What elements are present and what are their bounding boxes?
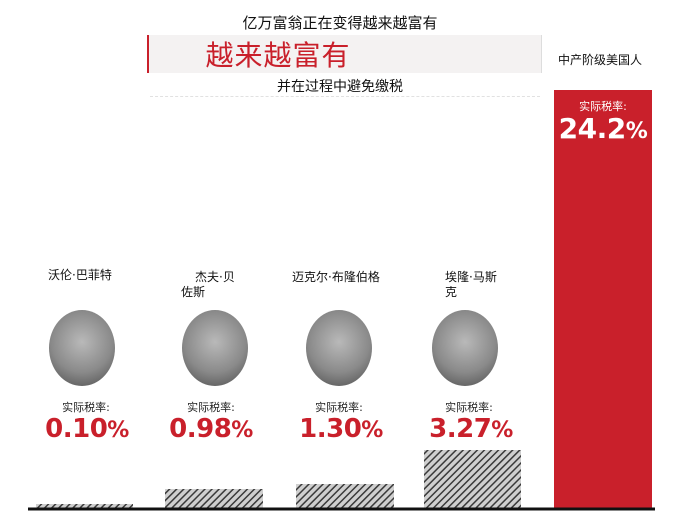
portrait-bloomberg bbox=[306, 310, 372, 386]
person-name-bezos: 杰夫·贝佐斯 bbox=[181, 270, 235, 299]
person-name-musk: 埃隆·马斯克 bbox=[445, 270, 497, 299]
portrait-musk bbox=[432, 310, 498, 386]
rate-label-buffett: 实际税率: bbox=[62, 401, 110, 414]
middle-class-name: 中产阶级美国人 bbox=[558, 53, 643, 67]
rate-label-bezos: 实际税率: bbox=[187, 401, 235, 414]
rate-label-bloomberg: 实际税率: bbox=[315, 401, 363, 414]
header-divider bbox=[150, 96, 540, 97]
bar-bezos bbox=[165, 489, 263, 508]
rate-label-musk: 实际税率: bbox=[445, 401, 493, 414]
rate-value-middle-class: 24.2% bbox=[558, 112, 648, 145]
portrait-buffett bbox=[49, 310, 115, 386]
bar-musk bbox=[424, 450, 521, 508]
person-name-buffett: 沃伦·巴菲特 bbox=[48, 268, 112, 282]
rate-value-bloomberg: 1.30% bbox=[299, 414, 383, 444]
rate-value-musk: 3.27% bbox=[429, 414, 513, 444]
title-banner bbox=[147, 35, 542, 73]
chart-subtitle: 并在过程中避免缴税 bbox=[277, 79, 403, 95]
bar-bloomberg bbox=[296, 484, 394, 508]
chart-title: 亿万富翁正在变得越来越富有 bbox=[242, 14, 438, 32]
banner-text: 越来越富有 bbox=[205, 39, 351, 72]
bar-buffett bbox=[36, 504, 133, 508]
person-name-bloomberg: 迈克尔·布隆伯格 bbox=[292, 270, 380, 284]
rate-value-buffett: 0.10% bbox=[45, 414, 129, 444]
bar-middle-class bbox=[554, 90, 652, 508]
rate-value-bezos: 0.98% bbox=[169, 414, 253, 444]
portrait-bezos bbox=[182, 310, 248, 386]
rate-label-middle-class: 实际税率: bbox=[579, 100, 627, 113]
